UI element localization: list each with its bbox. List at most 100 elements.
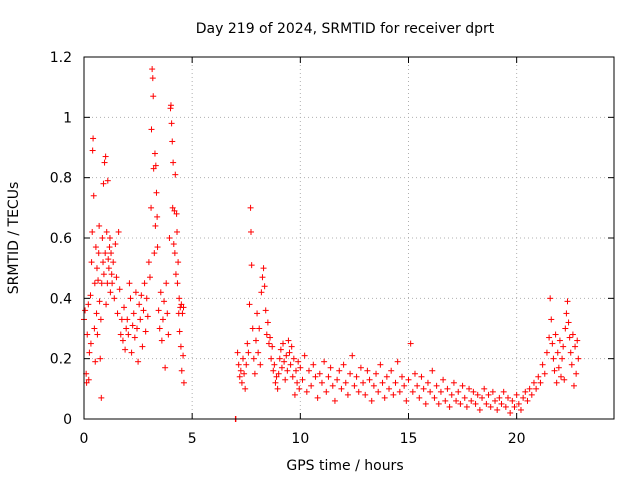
data-point (154, 244, 161, 251)
data-point (547, 295, 554, 302)
data-point (245, 349, 252, 356)
data-point (390, 391, 397, 398)
data-point (457, 400, 464, 407)
data-point (530, 379, 537, 386)
data-point (284, 367, 291, 374)
data-point (95, 250, 102, 257)
data-point (99, 235, 106, 241)
data-point (344, 391, 351, 398)
data-point (152, 222, 159, 229)
data-point (285, 337, 292, 344)
data-point (533, 385, 540, 392)
data-point (575, 355, 582, 362)
data-point (572, 343, 579, 350)
data-point (574, 337, 581, 344)
data-point (364, 367, 371, 374)
data-point (97, 316, 104, 323)
data-point (483, 400, 490, 407)
data-point (91, 280, 98, 287)
data-point (274, 385, 281, 392)
data-point (118, 316, 125, 323)
data-point (496, 394, 503, 401)
data-point (102, 153, 109, 160)
data-point (418, 373, 425, 380)
data-point (175, 259, 182, 266)
data-point (556, 337, 563, 344)
data-point (366, 376, 373, 383)
data-point (308, 382, 315, 389)
data-point (244, 340, 251, 347)
data-point (234, 349, 241, 356)
data-point (87, 340, 94, 347)
data-point (310, 361, 317, 368)
data-point (291, 391, 298, 398)
data-point (267, 334, 274, 341)
data-point (288, 343, 295, 350)
data-point (103, 228, 110, 235)
data-point (299, 376, 306, 383)
data-point (246, 301, 253, 308)
data-point (130, 310, 137, 317)
data-point (105, 256, 112, 263)
data-point (153, 189, 160, 196)
data-point (321, 358, 328, 365)
data-point (334, 376, 341, 383)
data-point (565, 319, 572, 326)
data-point (149, 66, 156, 73)
data-point (507, 409, 514, 416)
data-point (166, 235, 173, 241)
data-point (151, 150, 158, 157)
data-point (388, 367, 395, 374)
data-point (416, 394, 423, 401)
data-point (286, 349, 293, 356)
data-point (141, 280, 148, 287)
data-point (98, 280, 105, 287)
data-point (243, 361, 250, 368)
data-point (550, 355, 557, 362)
data-point (353, 373, 360, 380)
data-point (178, 301, 185, 308)
data-point (124, 316, 131, 323)
data-point (411, 370, 418, 377)
data-point (422, 400, 429, 407)
data-point (283, 352, 290, 359)
data-point (178, 367, 185, 374)
x-tick-label: 0 (80, 431, 89, 447)
data-point (84, 331, 91, 338)
data-point (342, 379, 349, 386)
data-point (487, 403, 494, 410)
data-point (524, 397, 531, 404)
data-point (303, 388, 310, 395)
data-point (269, 343, 276, 350)
data-point (327, 364, 334, 371)
data-point (273, 373, 280, 380)
data-point (520, 394, 527, 401)
data-point (296, 385, 303, 392)
data-point (375, 388, 382, 395)
x-tick-label: 5 (188, 431, 197, 447)
data-point (109, 280, 116, 287)
data-point (476, 406, 483, 413)
data-point (112, 241, 119, 248)
data-point (90, 192, 97, 199)
data-point (257, 361, 264, 368)
data-point (427, 388, 434, 395)
data-point (409, 388, 416, 395)
data-points (81, 66, 582, 422)
data-point (110, 259, 117, 266)
data-point (142, 328, 149, 335)
data-point (509, 397, 516, 404)
data-point (100, 271, 107, 278)
data-point (146, 274, 153, 281)
data-point (297, 364, 304, 371)
data-point (85, 376, 92, 383)
data-point (325, 373, 332, 380)
data-point (396, 388, 403, 395)
data-point (386, 385, 393, 392)
data-point (98, 394, 105, 401)
data-point (554, 349, 561, 356)
data-point (446, 403, 453, 410)
data-point (420, 385, 427, 392)
x-tick-label: 20 (508, 431, 526, 447)
